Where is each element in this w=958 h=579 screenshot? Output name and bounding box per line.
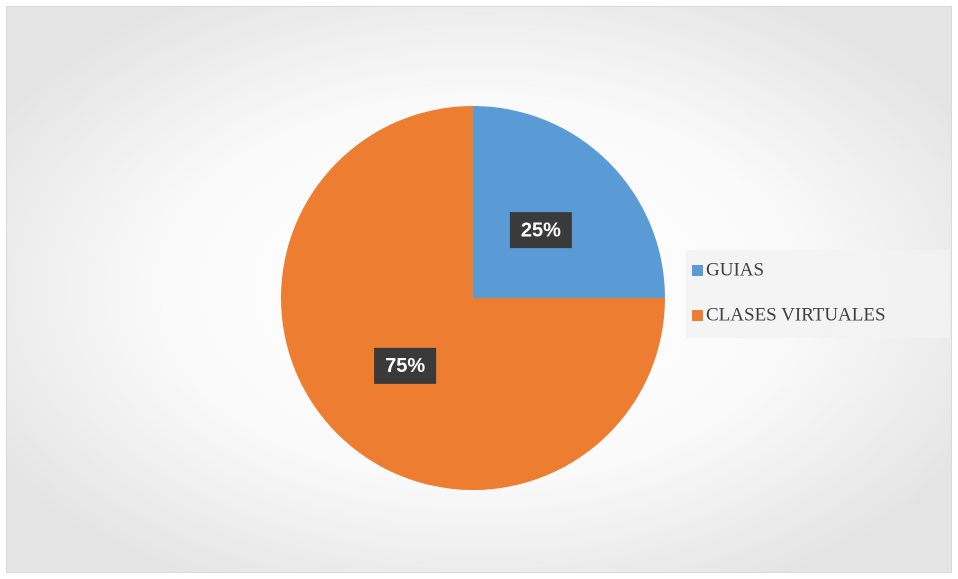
- data-label: 25%: [521, 219, 561, 241]
- legend-label: GUIAS: [706, 259, 764, 280]
- data-label-box: [374, 347, 437, 384]
- data-label: 75%: [385, 355, 425, 377]
- legend-label: CLASES VIRTUALES: [706, 304, 886, 325]
- legend-swatch: [692, 310, 703, 321]
- pie-slice: [473, 106, 665, 298]
- pie-slice: [281, 106, 665, 490]
- legend-box: [686, 250, 950, 338]
- legend-swatch: [692, 265, 703, 276]
- data-label-box: [509, 212, 572, 249]
